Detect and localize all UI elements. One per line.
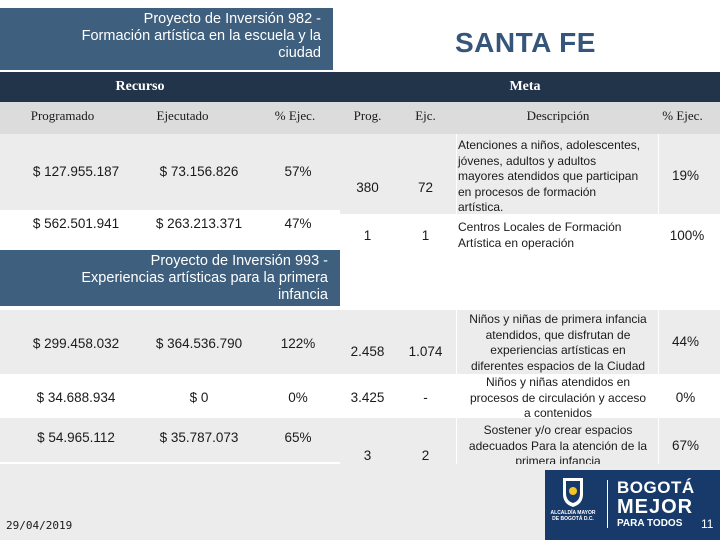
- descripcion-value: Centros Locales de Formación Artística e…: [458, 220, 622, 250]
- row6-shade-right: [340, 418, 720, 466]
- descripcion-value: Atenciones a niños, adolescentes, jóvene…: [458, 138, 641, 214]
- meta-pct-value: 67%: [671, 438, 700, 453]
- city-title: SANTA FE: [455, 27, 596, 58]
- project-993-title-box: Proyecto de Inversión 993 - Experiencias…: [0, 250, 340, 306]
- programado-value: $ 34.688.934: [36, 390, 116, 405]
- row1-shade-right: [340, 134, 720, 214]
- project-993-title-line2: Experiencias artísticas para la primera: [81, 270, 328, 286]
- prog-header: Prog.: [353, 108, 382, 123]
- ejc-value: 1.074: [408, 344, 443, 359]
- row1-shade-left: [0, 134, 340, 210]
- pct-value: 47%: [284, 216, 312, 231]
- ejecutado-value: $ 263.213.371: [155, 216, 243, 231]
- prog-value: 3: [363, 448, 372, 463]
- programado-value: $ 127.955.187: [32, 164, 120, 179]
- project-982-title-line1: Proyecto de Inversión 982 -: [143, 11, 321, 27]
- recurso-header: Recurso: [115, 79, 165, 94]
- prog-value: 3.425: [350, 390, 385, 405]
- ejc-value: 1: [421, 228, 430, 243]
- prog-value: 2.458: [350, 344, 385, 359]
- project-982-title-line3: ciudad: [278, 45, 321, 61]
- ejecutado-value: $ 364.536.790: [155, 336, 243, 351]
- logo-divider: [607, 480, 608, 528]
- column-separator: [456, 134, 457, 466]
- prog-value: 380: [356, 180, 379, 195]
- subheader-bar: [0, 102, 720, 134]
- bogota-wordmark: BOGOTÁ: [617, 478, 695, 497]
- programado-value: $ 299.458.032: [32, 336, 120, 351]
- page-number: 11: [701, 517, 714, 531]
- footer-date: 29/04/2019: [6, 519, 73, 532]
- ejecutado-value: $ 0: [189, 390, 209, 405]
- ejc-header: Ejc.: [415, 108, 436, 123]
- mejor-wordmark: MEJOR: [617, 496, 694, 518]
- column-separator: [658, 134, 659, 466]
- ejc-value: 72: [417, 180, 434, 195]
- project-982-title-line2: Formación artística en la escuela y la: [81, 28, 321, 44]
- pct-value: 0%: [288, 390, 308, 405]
- pct-value: 57%: [284, 164, 312, 179]
- ejecutado-value: $ 35.787.073: [159, 430, 239, 445]
- ejecutado-value: $ 73.156.826: [159, 164, 239, 179]
- row6-shade-left: [0, 418, 340, 462]
- alcaldia-text: ALCALDÍA MAYOR DE BOGOTÁ D.C.: [550, 510, 596, 522]
- project-993-title-line3: infancia: [278, 287, 328, 303]
- pct-value: 122%: [280, 336, 316, 351]
- descripcion-header: Descripción: [526, 108, 590, 123]
- table-row: $ 54.965.112 $ 35.787.073 65% 3 2 Sosten…: [0, 418, 720, 468]
- project-993-title-line1: Proyecto de Inversión 993 -: [150, 253, 328, 269]
- programado-header: Programado: [30, 108, 95, 123]
- meta-pct-value: 44%: [671, 334, 700, 349]
- prog-value: 1: [363, 228, 372, 243]
- pct-value: 65%: [284, 430, 312, 445]
- row4-shade-left: [0, 310, 340, 374]
- project-982-title-box: Proyecto de Inversión 982 - Formación ar…: [0, 8, 333, 70]
- coat-of-arms-icon: [563, 478, 583, 507]
- meta-pct-value: 0%: [675, 390, 696, 405]
- meta-pct-value: 19%: [671, 168, 700, 183]
- descripcion-value: Niños y niñas atendidos en procesos de c…: [469, 375, 647, 420]
- table-row: $ 127.955.187 $ 73.156.826 57% 380 72 At…: [0, 134, 720, 214]
- descripcion-value: Niños y niñas de primera infancia atendi…: [469, 312, 647, 373]
- meta-header: Meta: [509, 79, 541, 94]
- row4-shade-right: [340, 310, 720, 374]
- ejc-value: -: [423, 390, 428, 405]
- table-row: $ 299.458.032 $ 364.536.790 122% 2.458 1…: [0, 310, 720, 374]
- programado-value: $ 562.501.941: [32, 216, 120, 231]
- pct-ejec-header: % Ejec.: [274, 108, 316, 123]
- header-bar: [0, 72, 720, 102]
- table-row: $ 562.501.941 $ 263.213.371 47% 1 1 Cent…: [0, 214, 720, 254]
- ejecutado-header: Ejecutado: [156, 108, 209, 123]
- table-row: $ 34.688.934 $ 0 0% 3.425 - Niños y niña…: [0, 374, 720, 420]
- meta-pct-value: 100%: [669, 228, 705, 243]
- para-todos-wordmark: PARA TODOS: [617, 518, 683, 529]
- meta-pct-ejec-header: % Ejec.: [662, 108, 703, 123]
- programado-value: $ 54.965.112: [37, 430, 115, 445]
- ejc-value: 2: [421, 448, 430, 463]
- descripcion-value: Sostener y/o crear espacios adecuados Pa…: [468, 423, 648, 468]
- bogota-logo-panel: ALCALDÍA MAYOR DE BOGOTÁ D.C. BOGOTÁ MEJ…: [545, 470, 720, 540]
